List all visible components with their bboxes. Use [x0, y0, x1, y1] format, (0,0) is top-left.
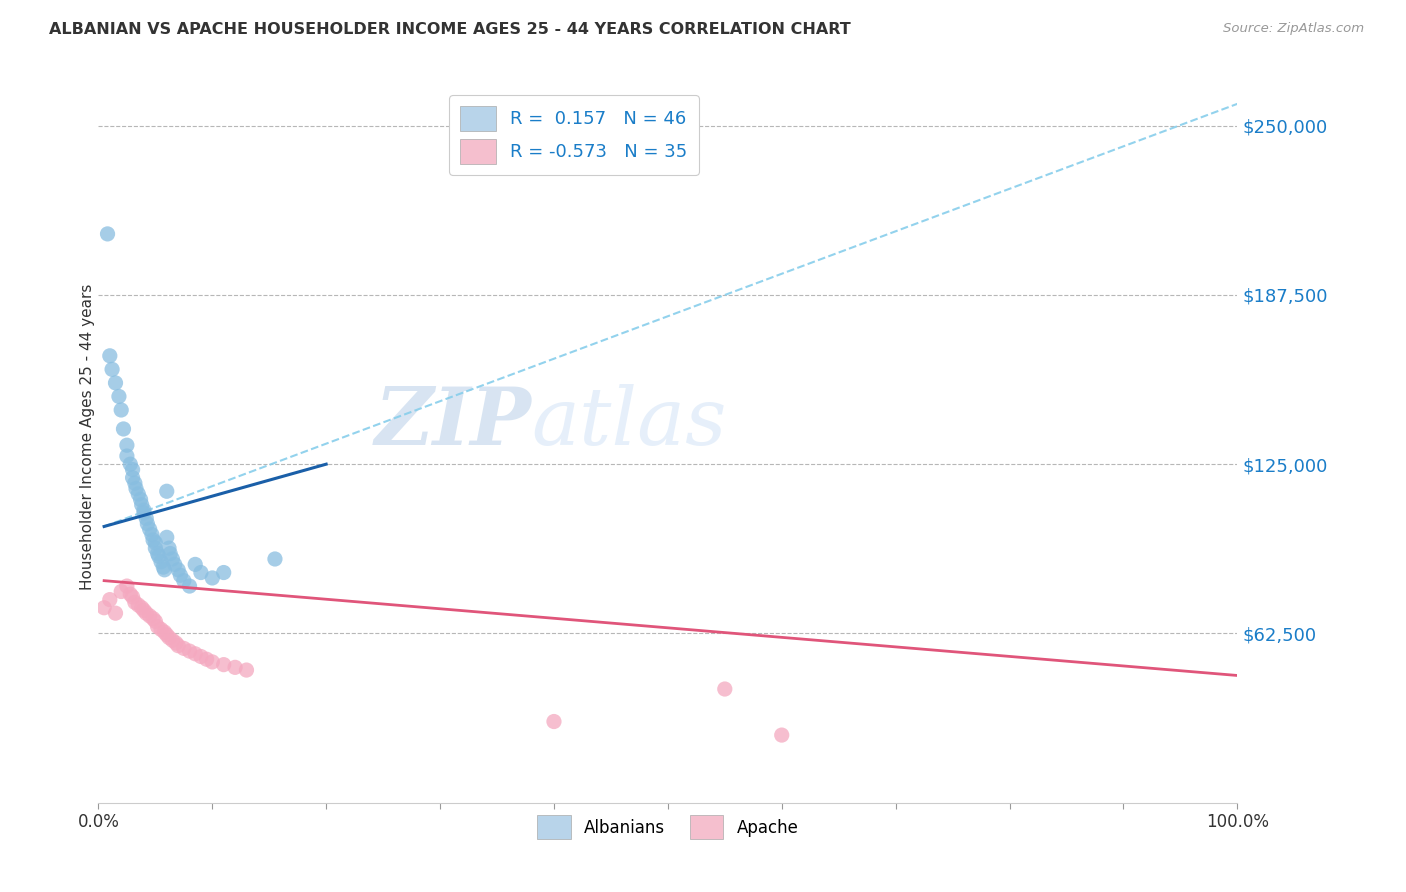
Point — [110, 584, 132, 599]
Point — [98, 592, 121, 607]
Point — [157, 541, 180, 556]
Point — [162, 552, 184, 566]
Point — [184, 558, 207, 572]
Text: Source: ZipAtlas.com: Source: ZipAtlas.com — [1223, 22, 1364, 36]
Point — [138, 608, 160, 623]
Point — [121, 590, 143, 604]
Point — [543, 714, 565, 729]
Point — [96, 227, 118, 241]
Point — [145, 541, 167, 556]
Point — [162, 633, 184, 648]
Point — [169, 568, 191, 582]
Point — [104, 376, 127, 390]
Point — [157, 631, 180, 645]
Point — [190, 649, 212, 664]
Point — [135, 606, 157, 620]
Point — [124, 476, 146, 491]
Point — [146, 620, 169, 634]
Point — [145, 535, 167, 549]
Point — [125, 482, 148, 496]
Legend: Albanians, Apache: Albanians, Apache — [530, 809, 806, 846]
Point — [112, 422, 135, 436]
Point — [124, 595, 146, 609]
Point — [167, 639, 190, 653]
Point — [150, 555, 173, 569]
Point — [235, 663, 257, 677]
Point — [167, 563, 190, 577]
Point — [714, 681, 737, 696]
Y-axis label: Householder Income Ages 25 - 44 years: Householder Income Ages 25 - 44 years — [80, 284, 94, 591]
Point — [129, 492, 152, 507]
Point — [115, 579, 138, 593]
Point — [108, 389, 131, 403]
Point — [101, 362, 124, 376]
Point — [195, 652, 218, 666]
Text: atlas: atlas — [531, 384, 727, 461]
Point — [132, 506, 155, 520]
Point — [127, 598, 149, 612]
Point — [121, 462, 143, 476]
Point — [165, 636, 187, 650]
Point — [212, 566, 235, 580]
Point — [121, 471, 143, 485]
Text: ALBANIAN VS APACHE HOUSEHOLDER INCOME AGES 25 - 44 YEARS CORRELATION CHART: ALBANIAN VS APACHE HOUSEHOLDER INCOME AG… — [49, 22, 851, 37]
Point — [98, 349, 121, 363]
Point — [131, 498, 153, 512]
Point — [152, 560, 174, 574]
Point — [127, 487, 149, 501]
Point — [173, 574, 195, 588]
Point — [224, 660, 246, 674]
Point — [120, 587, 142, 601]
Point — [142, 533, 165, 547]
Point — [132, 603, 155, 617]
Point — [146, 547, 169, 561]
Point — [179, 644, 201, 658]
Point — [132, 503, 155, 517]
Point — [110, 403, 132, 417]
Point — [145, 615, 167, 629]
Point — [131, 600, 153, 615]
Point — [212, 657, 235, 672]
Point — [120, 457, 142, 471]
Point — [163, 558, 186, 572]
Point — [115, 438, 138, 452]
Point — [93, 600, 115, 615]
Point — [153, 563, 176, 577]
Point — [153, 625, 176, 640]
Point — [156, 628, 179, 642]
Point — [201, 655, 224, 669]
Point — [141, 527, 163, 541]
Point — [104, 606, 127, 620]
Point — [138, 522, 160, 536]
Point — [148, 549, 170, 564]
Point — [159, 547, 181, 561]
Point — [184, 647, 207, 661]
Point — [179, 579, 201, 593]
Point — [201, 571, 224, 585]
Point — [142, 611, 165, 625]
Point — [770, 728, 793, 742]
Point — [150, 623, 173, 637]
Point — [173, 641, 195, 656]
Point — [115, 449, 138, 463]
Text: ZIP: ZIP — [374, 384, 531, 461]
Point — [264, 552, 287, 566]
Point — [136, 516, 159, 531]
Point — [156, 484, 179, 499]
Point — [190, 566, 212, 580]
Point — [135, 511, 157, 525]
Point — [156, 530, 179, 544]
